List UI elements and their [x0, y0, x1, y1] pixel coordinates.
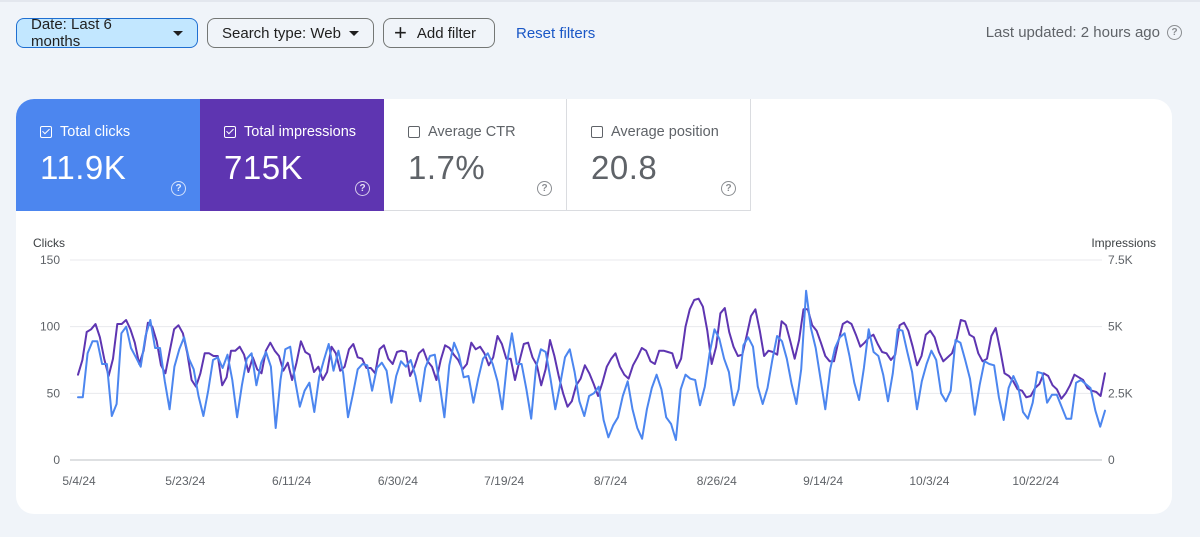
help-icon[interactable]: ? — [537, 181, 552, 196]
last-updated-text: Last updated: 2 hours ago — [985, 24, 1160, 41]
impressions-series-line — [77, 297, 1106, 408]
x-axis-tick-label: 7/19/24 — [484, 474, 524, 488]
metric-value: 11.9K — [40, 149, 127, 186]
clicks-series-line — [77, 289, 1106, 441]
help-icon[interactable]: ? — [721, 181, 736, 196]
performance-card: Total clicks 11.9K ? Total impressions 7… — [16, 99, 1172, 514]
date-filter-chip[interactable]: Date: Last 6 months — [16, 16, 198, 50]
performance-chart[interactable]: 0 50 100 150 0 2.5K 5K 7.5K 5/4/24 5/23/24 6/11/24… — [16, 99, 1172, 514]
checkbox-checked-icon[interactable] — [40, 126, 52, 138]
metric-label: Total clicks — [60, 124, 131, 140]
left-axis-tick-label: 150 — [40, 253, 60, 267]
checkbox-unchecked-icon[interactable] — [591, 126, 603, 138]
x-axis-tick-label: 6/30/24 — [378, 474, 418, 488]
x-axis-tick-label: 9/14/24 — [803, 474, 843, 488]
metric-label: Average position — [611, 124, 719, 140]
right-axis-tick-label: 5K — [1108, 320, 1123, 334]
left-axis-tick-label: 50 — [47, 386, 61, 400]
right-axis-tick-label: 0 — [1108, 453, 1115, 467]
chevron-down-icon — [173, 30, 183, 36]
x-axis-tick-label: 8/26/24 — [697, 474, 737, 488]
metric-value: 1.7% — [408, 149, 486, 186]
metric-average-ctr[interactable]: Average CTR 1.7% ? — [384, 99, 567, 211]
add-filter-button[interactable]: + Add filter — [383, 18, 495, 48]
right-axis-tick-label: 7.5K — [1108, 253, 1133, 267]
metric-label: Total impressions — [244, 124, 357, 140]
left-axis-tick-label: 100 — [40, 320, 60, 334]
checkbox-checked-icon[interactable] — [224, 126, 236, 138]
search-type-filter-label: Search type: Web — [222, 24, 341, 42]
metric-total-clicks[interactable]: Total clicks 11.9K ? — [16, 99, 200, 211]
filter-bar: Date: Last 6 months Search type: Web + A… — [16, 16, 596, 50]
right-axis-tick-label: 2.5K — [1108, 386, 1133, 400]
left-axis-title: Clicks — [33, 236, 65, 250]
metric-label-row: Average CTR — [408, 124, 566, 140]
chevron-down-icon — [349, 30, 359, 36]
metric-label-row: Average position — [591, 124, 750, 140]
x-axis-tick-label: 8/7/24 — [594, 474, 628, 488]
last-updated: Last updated: 2 hours ago ? — [986, 24, 1182, 41]
reset-filters-link[interactable]: Reset filters — [516, 24, 596, 42]
metric-label: Average CTR — [428, 124, 516, 140]
search-type-filter-chip[interactable]: Search type: Web — [207, 18, 374, 48]
x-axis-tick-label: 10/22/24 — [1012, 474, 1059, 488]
metric-label-row: Total clicks — [40, 124, 200, 140]
x-axis-tick-label: 5/23/24 — [165, 474, 205, 488]
metric-value: 20.8 — [591, 149, 658, 186]
metric-total-impressions[interactable]: Total impressions 715K ? — [200, 99, 384, 211]
metric-average-position[interactable]: Average position 20.8 ? — [567, 99, 751, 211]
date-filter-label: Date: Last 6 months — [31, 16, 112, 50]
right-axis-title: Impressions — [1091, 236, 1156, 250]
x-axis-tick-label: 5/4/24 — [62, 474, 96, 488]
help-icon[interactable]: ? — [171, 181, 186, 196]
plus-icon: + — [394, 20, 407, 45]
x-axis-tick-label: 10/3/24 — [909, 474, 949, 488]
metric-label-row: Total impressions — [224, 124, 384, 140]
metric-value: 715K — [224, 149, 304, 186]
help-icon[interactable]: ? — [1167, 25, 1182, 40]
add-filter-label: Add filter — [416, 24, 477, 42]
help-icon[interactable]: ? — [355, 181, 370, 196]
left-axis-tick-label: 0 — [53, 453, 60, 467]
checkbox-unchecked-icon[interactable] — [408, 126, 420, 138]
x-axis-tick-label: 6/11/24 — [272, 474, 311, 488]
top-divider — [0, 0, 1200, 2]
